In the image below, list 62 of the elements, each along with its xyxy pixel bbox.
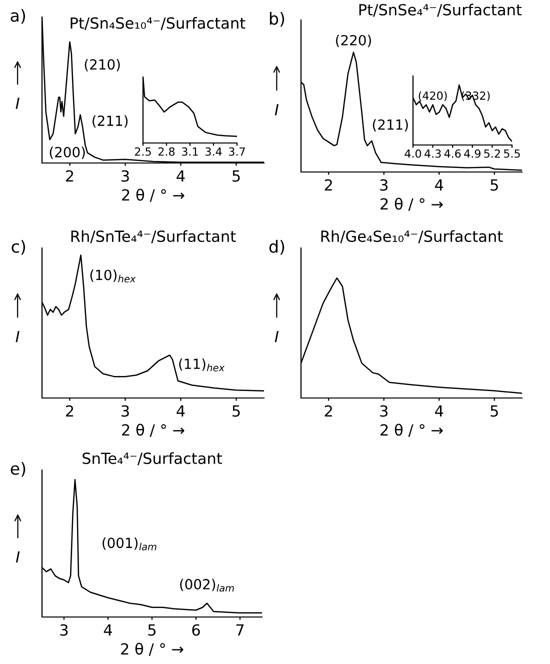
x-tick-label: 3 [122, 170, 129, 182]
annotation: (211) [92, 115, 128, 128]
x-tick-label: 2.8 [158, 147, 175, 156]
x-tick-label: 4 [435, 179, 444, 191]
y-axis-title: I [274, 104, 279, 116]
annotation: (10)$_{hex}$ [90, 269, 136, 282]
text: a) [10, 8, 26, 24]
x-tick-label: 4 [176, 405, 185, 417]
annotation: (220) [336, 34, 371, 48]
x-axis-title: 2 θ / ° → [380, 198, 443, 211]
annotation: (002)$_{lam}$ [180, 578, 234, 592]
x-tick-label: 4.6 [444, 149, 461, 158]
text: d) [269, 240, 284, 255]
text: e) [10, 462, 26, 477]
annotation: (210) [84, 58, 120, 72]
x-axis-title: 2 θ / ° → [380, 424, 443, 437]
x-tick-label: 3 [122, 405, 129, 417]
x-tick-label: 7 [236, 624, 244, 636]
x-axis-title: 2 θ / ° → [122, 188, 184, 202]
x-tick-label: 5.2 [484, 149, 500, 158]
x-tick-label: 2 [66, 405, 74, 417]
x-tick-label: 3 [60, 624, 68, 636]
x-tick-label: 4.3 [424, 149, 441, 158]
annotation: (420) [418, 91, 447, 102]
x-tick-label: 5 [148, 624, 156, 636]
y-axis-title: I [274, 330, 279, 342]
x-tick-label: 4.9 [464, 149, 480, 158]
text: b) [270, 12, 284, 27]
x-tick-label: 2 [324, 405, 332, 417]
x-tick-label: 4 [104, 624, 112, 636]
text: c) [12, 240, 26, 255]
y-axis-title: I [16, 551, 20, 562]
x-tick-label: 4 [176, 170, 185, 182]
x-tick-label: 5 [490, 405, 498, 417]
y-axis-title: I [16, 330, 20, 342]
x-tick-label: 4.0 [404, 149, 422, 158]
x-tick-label: 3.7 [229, 147, 245, 156]
x-tick-label: 2.5 [134, 147, 151, 156]
x-tick-label: 5 [232, 405, 240, 417]
chart-title: Pt/Sn₄Se₁₀⁴⁻/Surfactant [70, 17, 246, 30]
x-tick-label: 3 [380, 179, 388, 191]
x-tick-label: 5.5 [504, 150, 520, 158]
chart-title: Rh/Ge₄Se₁₀⁴⁻/Surfactant [321, 230, 503, 244]
annotation: (11)$_{hex}$ [179, 358, 225, 372]
x-tick-label: 5 [490, 179, 498, 191]
y-axis-title: I [16, 98, 20, 109]
x-axis-title: 2 θ / ° → [122, 424, 184, 437]
x-tick-label: 3.4 [206, 147, 222, 156]
chart-title: SnTe₄⁴⁻/Surfactant [82, 452, 222, 466]
annotation: (211) [372, 119, 408, 132]
x-tick-label: 2 [324, 179, 332, 191]
annotation: (001)$_{lam}$ [102, 537, 156, 550]
x-axis-title: 2 θ / ° → [121, 642, 184, 656]
annotation: (200) [50, 146, 85, 160]
x-tick-label: 4 [435, 405, 444, 417]
chart-title: Rh/SnTe₄⁴⁻/Surfactant [71, 230, 236, 244]
x-tick-label: 3.1 [182, 147, 198, 156]
chart-title: Pt/SnSe₄⁴⁻/Surfactant [359, 4, 522, 17]
x-tick-label: 5 [232, 170, 240, 182]
x-tick-label: 3 [380, 405, 388, 417]
x-tick-label: 6 [192, 624, 200, 636]
x-tick-label: 2 [66, 170, 74, 182]
